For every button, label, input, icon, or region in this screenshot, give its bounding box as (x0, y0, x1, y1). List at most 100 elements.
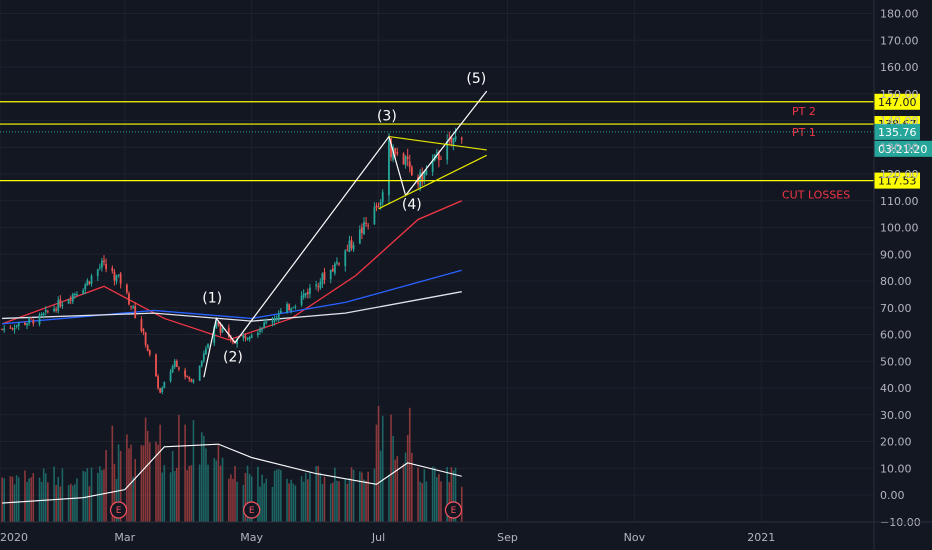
candle-body (331, 268, 334, 272)
elliott-wave-lines[interactable] (203, 90, 488, 378)
volume-bar (190, 465, 193, 522)
candle-body (446, 140, 449, 160)
y-tick-label: 180.00 (880, 8, 919, 21)
volume-bar (367, 471, 369, 522)
candle-body (294, 306, 297, 308)
volume-bar (24, 470, 26, 522)
wave-label: (5) (466, 71, 486, 87)
candle-body (213, 326, 216, 344)
x-tick-label: 2021 (747, 531, 775, 544)
y-tick-label: 0.00 (880, 489, 905, 502)
candle-body (198, 365, 201, 381)
volume-bar (215, 460, 218, 522)
candle-body (315, 284, 318, 287)
candle-body (377, 206, 380, 208)
countdown-tag (874, 140, 932, 157)
level-price-label: 117.53 (878, 175, 917, 188)
candle-body (11, 327, 14, 329)
candle-body (396, 152, 399, 155)
volume-bar (9, 476, 12, 522)
volume-bar (228, 478, 230, 522)
candle-body (157, 376, 159, 388)
candle-body (103, 260, 105, 263)
wave-labels: (1) (2) (3) (4) (5) (202, 71, 486, 365)
volume-bar (446, 466, 448, 522)
candle-body (290, 308, 293, 312)
volume-bar (454, 467, 457, 522)
candle-body (317, 286, 320, 288)
volume-bar (265, 478, 268, 522)
candle-body (454, 136, 457, 140)
volume-bar (105, 449, 107, 522)
candle-body (452, 137, 455, 146)
volume-bar (219, 465, 222, 522)
candle-body (128, 293, 130, 305)
volume-bar (361, 472, 363, 522)
volume-bar (381, 415, 384, 522)
volume-bar (232, 478, 234, 522)
candle-body (336, 261, 338, 264)
volume-bar (76, 478, 78, 522)
candle-body (44, 309, 47, 312)
volume-bar (221, 457, 224, 522)
y-tick-label: 120.00 (880, 168, 919, 181)
candle-body (437, 153, 440, 161)
volume-bar (315, 466, 317, 522)
candle-body (302, 293, 305, 298)
x-tick-label: 2020 (0, 531, 28, 544)
candle-body (329, 269, 332, 280)
candle-body (275, 318, 278, 320)
candle-body (333, 263, 336, 274)
candle-body (188, 377, 191, 380)
candle-body (390, 138, 392, 158)
volume-bar (13, 484, 16, 522)
volume-bar (348, 478, 351, 522)
y-tick-label: 40.00 (880, 382, 912, 395)
volume-bar (452, 470, 455, 522)
candle-body (115, 275, 118, 282)
volume-bar (390, 414, 392, 522)
y-tick-label: 100.00 (880, 222, 919, 235)
volume-bar (171, 451, 174, 522)
wave-label: (4) (402, 197, 422, 213)
volume-bar (96, 472, 99, 522)
volume-bar (178, 414, 180, 522)
candle-body (306, 292, 309, 295)
volume-bar (161, 472, 164, 522)
candle-body (408, 161, 411, 168)
candle-body (73, 293, 76, 296)
candle-body (379, 202, 382, 206)
volume-bar (440, 481, 442, 522)
candle-body (346, 249, 349, 251)
candle-body (202, 353, 205, 361)
volume-bar (448, 482, 451, 522)
candle-body (13, 328, 16, 330)
volume-bar (69, 483, 72, 522)
volume-bar (411, 452, 413, 522)
volume-bar (188, 465, 191, 522)
volume-bar (146, 430, 149, 522)
candle-body (144, 332, 147, 345)
volume-bar (286, 478, 288, 522)
volume-bar (42, 468, 45, 522)
volume-bar (115, 478, 118, 522)
volume-bar (192, 420, 195, 522)
candle-body (244, 336, 247, 339)
y-tick-label: 90.00 (880, 248, 912, 261)
wave-label: (1) (202, 290, 222, 306)
candle-body (300, 295, 303, 305)
volume-bar (38, 477, 41, 522)
x-tick-label: May (240, 531, 263, 544)
volume-bar (3, 478, 5, 522)
candle-body (217, 322, 220, 325)
y-tick-label: 30.00 (880, 409, 912, 422)
volume-bar (26, 481, 28, 522)
candle-body (84, 284, 87, 290)
volume-bar (142, 445, 145, 522)
candle-body (338, 263, 340, 265)
candle-body (344, 250, 347, 267)
